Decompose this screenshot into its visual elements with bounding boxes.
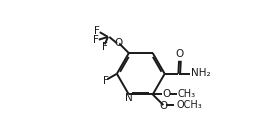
Text: O: O [114,38,123,48]
Text: CH₃: CH₃ [178,89,196,99]
Text: O: O [159,101,168,111]
Text: N: N [125,93,133,103]
Text: NH₂: NH₂ [191,68,211,78]
Text: F: F [103,76,109,86]
Text: OCH₃: OCH₃ [176,100,202,110]
Text: O: O [162,89,170,99]
Text: F: F [101,42,107,52]
Text: O: O [176,49,184,59]
Text: F: F [93,35,99,45]
Text: F: F [94,26,100,36]
